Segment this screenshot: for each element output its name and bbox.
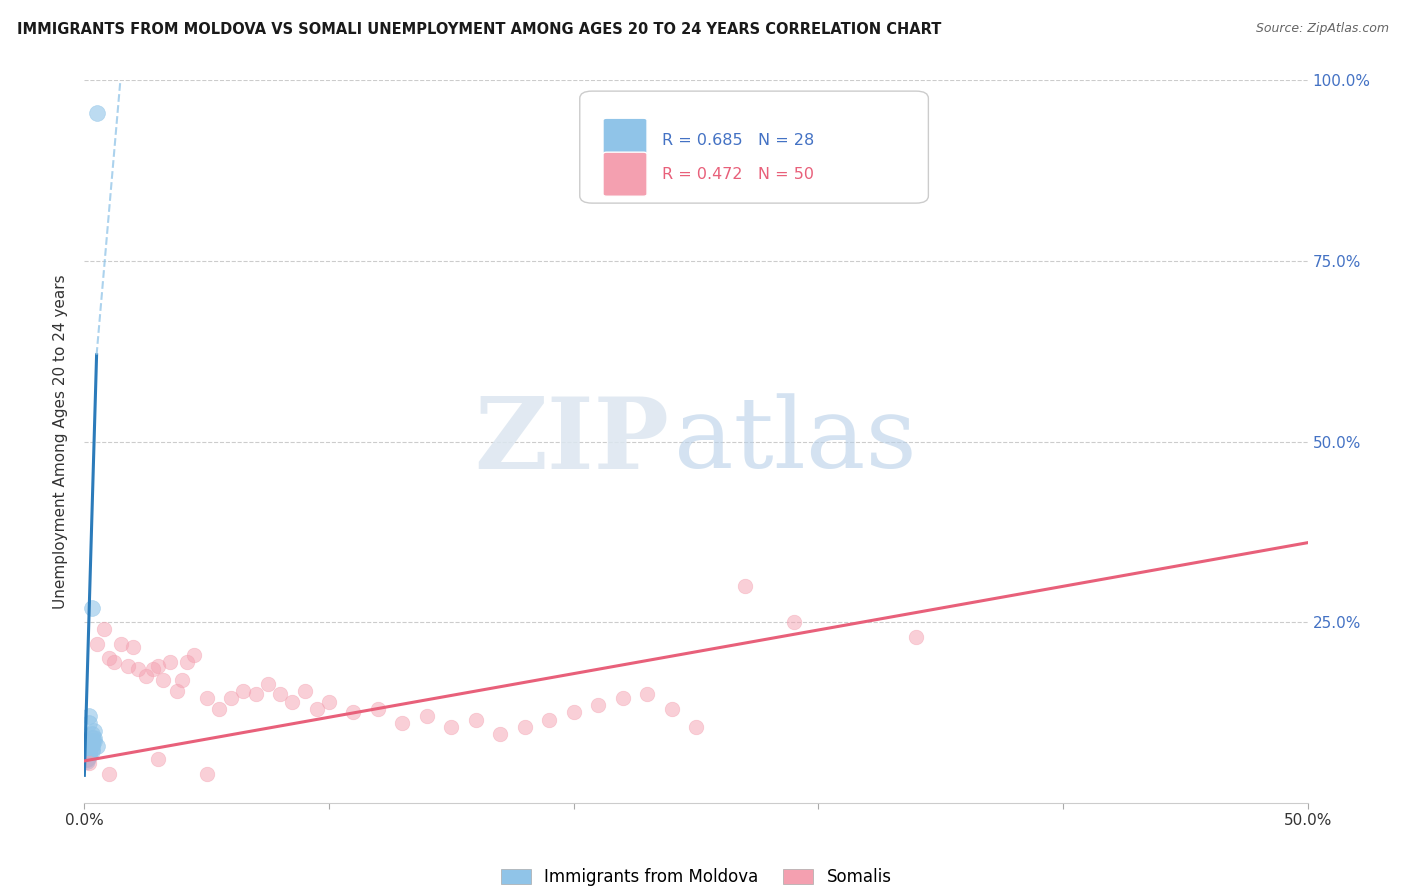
FancyBboxPatch shape (579, 91, 928, 203)
Point (305, 702, 328, 716)
Point (80, 731, 103, 745)
Point (80, 738, 103, 752)
Point (77, 748, 100, 763)
Point (183, 648, 205, 662)
Point (783, 615, 806, 630)
Point (80, 734, 103, 748)
Point (586, 698, 609, 713)
Point (685, 720, 707, 734)
Point (612, 691, 634, 706)
Point (77, 745, 100, 759)
Point (110, 637, 132, 651)
Point (97, 651, 120, 665)
Point (636, 687, 658, 701)
Text: Source: ZipAtlas.com: Source: ZipAtlas.com (1256, 22, 1389, 36)
Point (76, 748, 98, 763)
Point (367, 702, 389, 716)
Point (416, 709, 439, 723)
Point (294, 683, 316, 698)
Point (440, 720, 463, 734)
Text: R = 0.472   N = 50: R = 0.472 N = 50 (662, 167, 814, 182)
Point (538, 713, 561, 727)
Point (83, 731, 105, 745)
Point (77, 745, 100, 759)
Point (391, 716, 413, 731)
Point (97, 767, 120, 781)
Point (77, 744, 100, 758)
Point (166, 683, 188, 698)
Point (76, 748, 98, 763)
Point (83, 723, 105, 738)
Point (76, 745, 98, 759)
Point (562, 706, 585, 720)
Y-axis label: Unemployment Among Ages 20 to 24 years: Unemployment Among Ages 20 to 24 years (53, 274, 69, 609)
Point (661, 702, 683, 716)
Point (905, 630, 928, 644)
Point (269, 687, 291, 701)
Point (77, 756, 100, 770)
Point (76, 754, 98, 768)
Point (464, 713, 486, 727)
Point (135, 669, 157, 683)
Point (77, 709, 100, 723)
Point (93, 623, 115, 637)
Point (152, 673, 174, 687)
Point (489, 727, 512, 741)
Point (176, 655, 198, 669)
Point (80, 744, 103, 758)
Point (76, 751, 98, 765)
Point (103, 655, 125, 669)
Point (77, 747, 100, 761)
Text: atlas: atlas (673, 393, 917, 490)
Point (232, 683, 254, 698)
Point (122, 640, 145, 655)
Point (142, 662, 165, 676)
Point (80, 600, 103, 615)
Point (257, 676, 280, 690)
Point (80, 727, 103, 741)
Point (117, 658, 139, 673)
Point (219, 691, 242, 706)
Text: R = 0.685   N = 28: R = 0.685 N = 28 (662, 133, 814, 148)
Legend: Immigrants from Moldova, Somalis: Immigrants from Moldova, Somalis (494, 862, 898, 892)
Point (76, 752, 98, 766)
Point (159, 655, 181, 669)
Point (80, 738, 103, 752)
Point (83, 734, 105, 748)
Point (76, 752, 98, 766)
Point (513, 720, 536, 734)
Point (734, 579, 756, 593)
Text: IMMIGRANTS FROM MOLDOVA VS SOMALI UNEMPLOYMENT AMONG AGES 20 TO 24 YEARS CORRELA: IMMIGRANTS FROM MOLDOVA VS SOMALI UNEMPL… (17, 22, 941, 37)
Text: ZIP: ZIP (474, 393, 669, 490)
Point (195, 691, 218, 706)
Point (208, 702, 231, 716)
FancyBboxPatch shape (603, 119, 647, 162)
Point (77, 716, 100, 731)
Point (127, 662, 149, 676)
Point (80, 741, 103, 756)
Point (172, 673, 194, 687)
Point (86, 105, 108, 120)
Point (86, 739, 108, 754)
Point (245, 687, 267, 701)
Point (86, 637, 108, 651)
Point (195, 767, 218, 781)
Point (146, 658, 169, 673)
Point (318, 695, 340, 709)
Point (77, 741, 100, 756)
Point (281, 695, 304, 709)
Point (342, 706, 364, 720)
FancyBboxPatch shape (603, 153, 647, 196)
Point (146, 752, 169, 766)
